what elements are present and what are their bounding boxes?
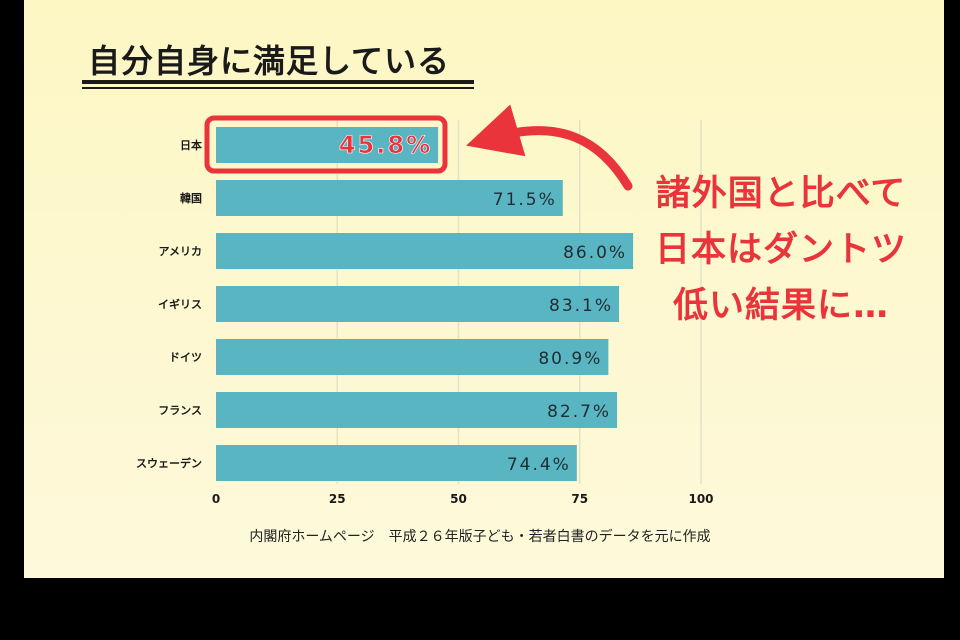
bar xyxy=(216,180,563,216)
bar xyxy=(216,233,634,269)
value-label: 45.8% xyxy=(339,131,432,159)
x-axis-ticks: 0 25 50 75 100 xyxy=(212,492,714,506)
value-label: 82.7% xyxy=(547,402,611,422)
x-tick-label: 50 xyxy=(450,492,467,506)
category-label: スウェーデン xyxy=(136,456,202,470)
category-label: イギリス xyxy=(158,297,202,311)
bar xyxy=(216,127,439,163)
category-label: 日本 xyxy=(180,138,202,152)
highlight-box xyxy=(204,115,448,174)
value-label: 71.5% xyxy=(493,190,557,210)
bar xyxy=(216,445,577,481)
bar xyxy=(216,392,618,428)
x-tick-label: 75 xyxy=(571,492,588,506)
category-label: フランス xyxy=(158,404,202,417)
x-tick-label: 25 xyxy=(329,492,346,506)
value-label: 86.0% xyxy=(563,243,627,263)
x-tick-label: 100 xyxy=(688,492,713,506)
arrow-icon xyxy=(466,104,633,191)
highlight-annotation xyxy=(204,104,633,191)
category-label: アメリカ xyxy=(159,245,202,258)
value-label: 74.4% xyxy=(507,455,571,475)
callout-text: 諸外国と比べて 日本はダントツ 低い結果に… xyxy=(636,166,926,334)
callout-line: 低い結果に… xyxy=(672,286,889,326)
value-label: 83.1% xyxy=(549,296,613,316)
title-underline xyxy=(82,80,474,84)
x-tick-label: 0 xyxy=(212,492,220,506)
category-label: 韓国 xyxy=(180,191,202,205)
bar xyxy=(216,286,620,322)
source-note: 内閣府ホームページ 平成２６年版子ども・若者白書のデータを元に作成 xyxy=(249,529,711,545)
callout-line: 諸外国と比べて xyxy=(655,174,907,214)
callout-line: 日本はダントツ xyxy=(654,230,907,270)
chart-title: 自分自身に満足している xyxy=(88,42,451,80)
category-label: ドイツ xyxy=(169,351,202,364)
bars: 45.8% 71.5% 86.0% 83.1% 80.9% 82.7% 74.4% xyxy=(216,127,634,481)
value-label: 80.9% xyxy=(538,349,602,369)
bar xyxy=(216,339,609,375)
title-underline-thin xyxy=(82,87,474,89)
